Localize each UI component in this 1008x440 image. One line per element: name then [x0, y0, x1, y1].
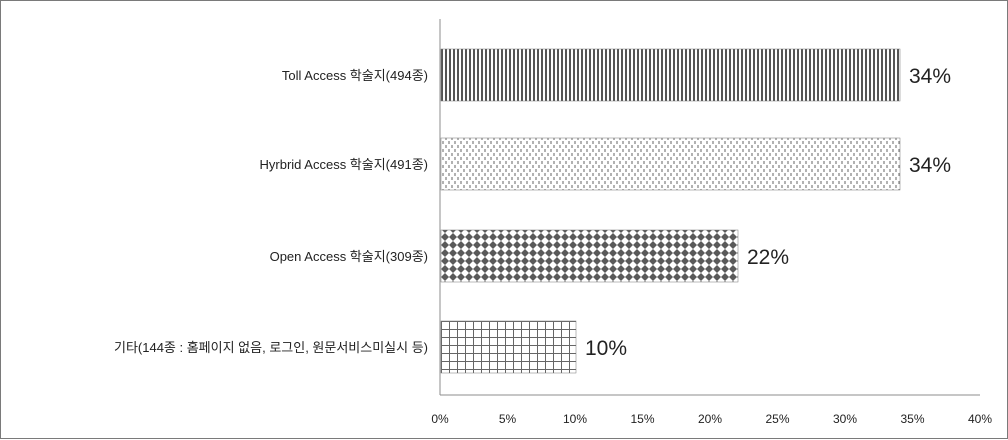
bar-4 — [440, 320, 577, 374]
x-tick-label: 25% — [765, 412, 789, 426]
data-label: 10% — [585, 337, 627, 360]
x-tick-label: 30% — [833, 412, 857, 426]
x-tick-label: 5% — [499, 412, 517, 426]
category-label: Toll Access 학술지(494종) — [282, 68, 428, 83]
data-label: 34% — [909, 154, 951, 177]
data-label: 22% — [747, 246, 789, 269]
x-tick-label: 10% — [563, 412, 587, 426]
category-label: 기타(144종 : 홈페이지 없음, 로그인, 원문서비스미실시 등) — [114, 340, 428, 355]
category-label: Open Access 학술지(309종) — [270, 249, 428, 264]
bar-1 — [440, 48, 901, 102]
x-tick-label: 15% — [630, 412, 654, 426]
x-tick-label: 40% — [968, 412, 992, 426]
x-tick-label: 20% — [698, 412, 722, 426]
x-tick-label: 35% — [900, 412, 924, 426]
bar-3 — [440, 229, 739, 283]
category-label: Hyrbrid Access 학술지(491종) — [260, 157, 429, 172]
data-label: 34% — [909, 65, 951, 88]
x-tick-label: 0% — [431, 412, 449, 426]
bar-2 — [440, 137, 901, 191]
